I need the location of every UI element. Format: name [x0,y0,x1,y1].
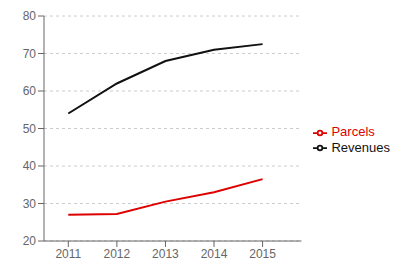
svg-text:30: 30 [23,197,37,211]
svg-text:20: 20 [23,234,37,248]
svg-text:40: 40 [23,159,37,173]
svg-text:2014: 2014 [201,247,228,261]
svg-text:50: 50 [23,122,37,136]
svg-text:60: 60 [23,84,37,98]
svg-text:80: 80 [23,9,37,23]
html-text:Parcels: Parcels [331,123,375,139]
svg-text:2015: 2015 [249,247,276,261]
svg-text:2011: 2011 [55,247,81,261]
svg-text:2013: 2013 [152,247,179,261]
html-text:Revenues: Revenues [331,139,390,155]
svg-text:70: 70 [23,47,37,61]
svg-text:2012: 2012 [104,247,131,261]
